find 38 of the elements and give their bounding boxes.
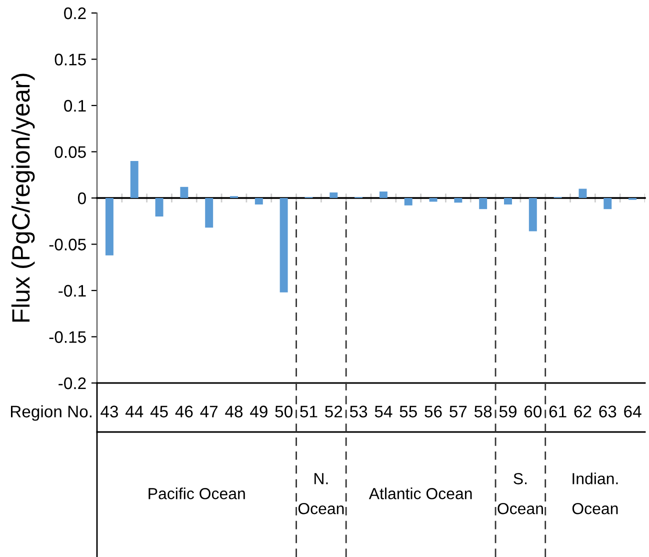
text: S. Ocean [498,473,543,514]
y-tick-label: -0.05 [49,238,86,250]
x-tick-label: 52 [325,406,342,418]
x-tick-label: 61 [549,406,566,418]
x-tick-label: 60 [524,406,542,418]
y-tick-label: 0.05 [54,146,86,158]
x-tick-label: 63 [599,406,616,418]
y-tick-label: 0.2 [64,7,86,20]
y-tick-label: 0 [78,192,86,204]
x-tick-label: 43 [100,406,118,418]
x-tick-label: 53 [350,406,368,418]
x-tick-label: 44 [125,406,144,418]
y-tick-label: -0.2 [58,377,86,390]
x-tick-label: 45 [150,406,168,418]
y-tick-label: -0.15 [49,331,86,343]
x-tick-label: 56 [424,406,442,418]
y-axis-title: Flux (PgC/region/year) [11,74,35,322]
x-tick-label: 47 [200,406,218,418]
x-tick-label: 58 [474,406,492,418]
x-tick-label: 50 [275,406,292,418]
y-tick-label: -0.1 [58,284,86,297]
x-tick-label: 51 [300,406,318,418]
y-tick-label: 0.1 [64,100,86,112]
x-tick-label: 54 [374,406,392,418]
text: Pacific Ocean [148,488,245,500]
text: Atlantic Ocean [368,488,472,500]
x-tick-label: 48 [225,406,243,418]
x-tick-label: 46 [175,406,193,418]
x-axis-title: Region No. [10,405,92,421]
x-tick-label: 57 [450,406,467,418]
x-tick-label: 62 [574,406,592,418]
y-tick-label: 0.15 [54,54,86,66]
x-tick-label: 59 [499,406,516,418]
text: Indian. Ocean [572,472,618,514]
x-tick-label: 49 [250,406,268,418]
x-tick-label: 55 [400,406,417,418]
text: N. Ocean [298,473,344,514]
x-tick-label: 64 [624,406,642,418]
